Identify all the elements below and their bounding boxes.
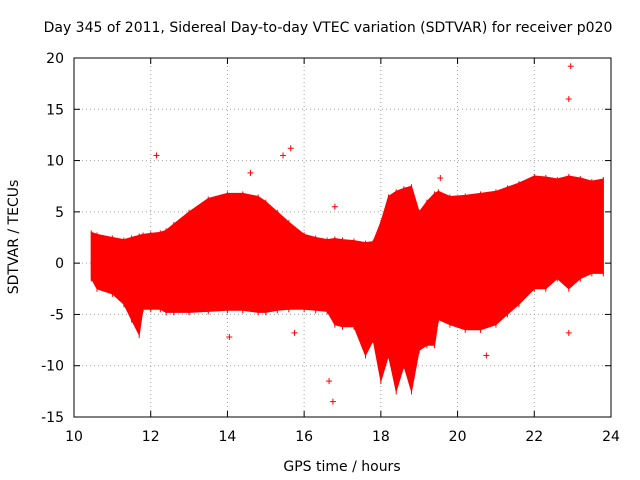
outlier-point: [280, 152, 287, 159]
x-axis-label: GPS time / hours: [283, 459, 400, 475]
x-tick-label: 10: [65, 429, 83, 445]
x-tick-label: 14: [219, 429, 237, 445]
y-tick-label: -10: [41, 359, 64, 375]
y-tick-label: 15: [46, 102, 64, 118]
outlier-point: [483, 352, 490, 359]
outlier-point: [565, 329, 572, 336]
x-tick-label: 18: [372, 429, 390, 445]
outlier-point: [567, 63, 574, 70]
outlier-point: [287, 145, 294, 152]
y-tick-label: -5: [50, 307, 64, 323]
y-tick-label: 5: [55, 205, 64, 221]
y-tick-label: 20: [46, 51, 64, 67]
outlier-point: [565, 96, 572, 103]
x-tick-label: 22: [525, 429, 543, 445]
outlier-point: [331, 203, 338, 210]
y-tick-label: 0: [55, 256, 64, 272]
data-band: [90, 175, 604, 392]
outlier-point: [437, 175, 444, 182]
plot-area: [90, 63, 604, 405]
outlier-point: [326, 378, 333, 385]
x-tick-label: 16: [295, 429, 313, 445]
outlier-point: [153, 152, 160, 159]
chart-title: Day 345 of 2011, Sidereal Day-to-day VTE…: [44, 20, 613, 36]
outlier-point: [329, 398, 336, 405]
plot-frame: [73, 57, 612, 418]
y-tick-label: 10: [46, 154, 64, 170]
outlier-point: [247, 169, 254, 176]
y-axis: -15 -10 -5 0 5 10 15 20: [41, 51, 611, 426]
outlier-point: [291, 329, 298, 336]
y-axis-label: SDTVAR / TECUs: [6, 180, 22, 295]
x-tick-label: 20: [449, 429, 467, 445]
x-tick-label: 12: [142, 429, 160, 445]
y-tick-label: -15: [41, 410, 64, 426]
x-axis: 10 12 14 16 18 20 22 24: [65, 58, 620, 445]
x-tick-label: 24: [602, 429, 620, 445]
outlier-point: [226, 333, 233, 340]
